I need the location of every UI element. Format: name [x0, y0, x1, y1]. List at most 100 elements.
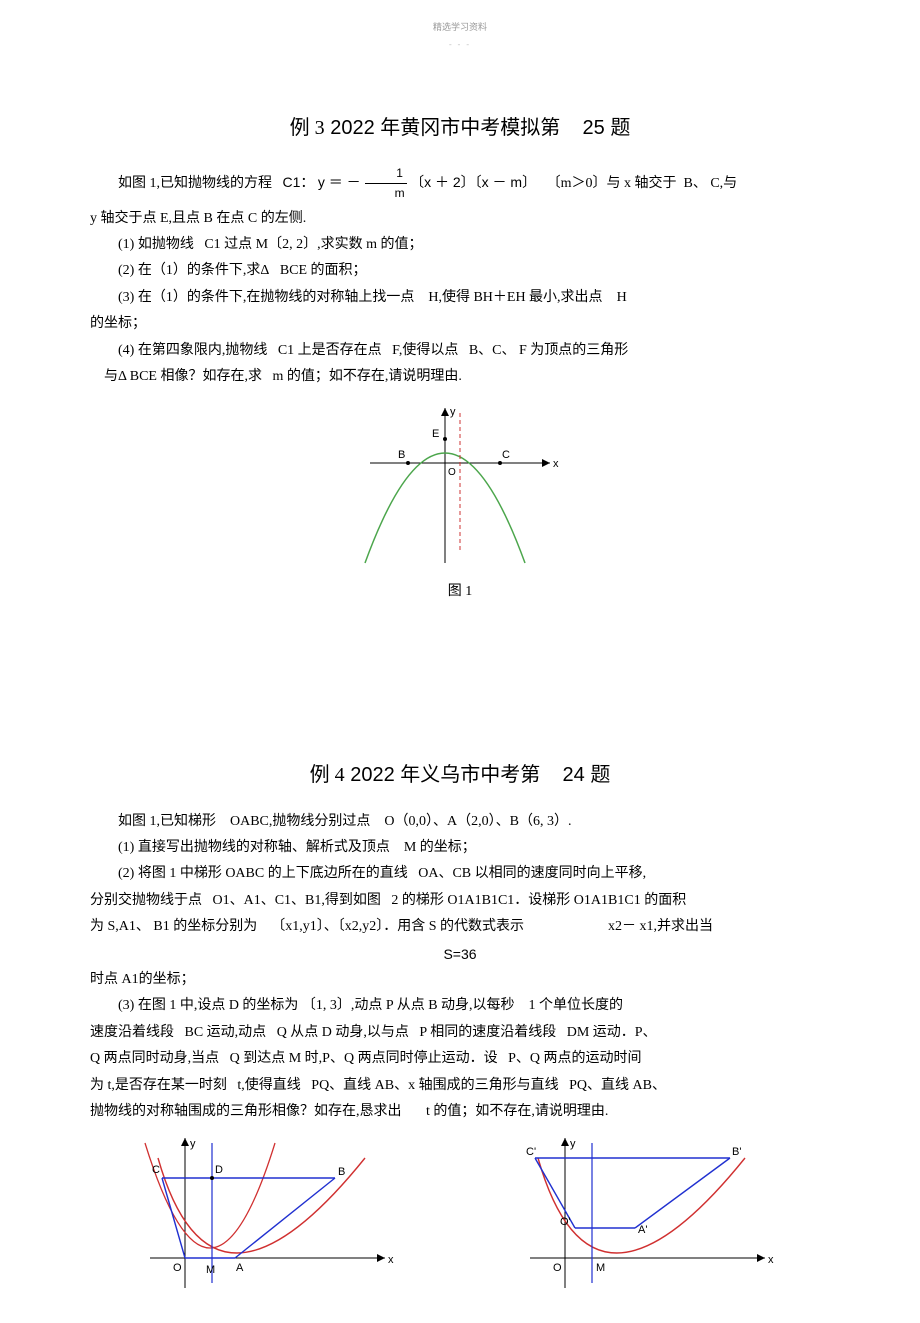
q2-b: BCE 的面积； — [280, 263, 367, 278]
q4-a: (4) 在第四象限内,抛物线 — [118, 343, 267, 358]
caption-text: 图 1 — [448, 584, 473, 599]
ex4-figures: C D B O M A x y C' B' O' A' O M x y — [90, 1133, 830, 1293]
ex3-q4: (4) 在第四象限内,抛物线 C1 上是否存在点 F,使得以点 B、C、 F 为… — [90, 340, 830, 362]
ex4-intro-b: OABC,抛物线分别过点 — [230, 814, 370, 829]
ex4-q3-l4: 为 t,是否存在某一时刻 t,使得直线 PQ、直线 AB、x 轴围成的三角形与直… — [90, 1075, 830, 1097]
label-Ap: A' — [638, 1224, 647, 1236]
ex4q3-a: (3) 在图 1 中,设点 D 的坐标为 〔1, 3〕,动点 P 从点 B 动身… — [118, 998, 515, 1013]
ex4-q1: (1) 直接写出抛物线的对称轴、解析式及顶点 M 的坐标； — [90, 837, 830, 859]
q1-b: C1 过点 M〔2, 2〕,求实数 m 的值； — [204, 237, 422, 252]
ex4q3l5-a: 抛物线的对称轴围成的三角形相像？如存在,恳求出 — [90, 1104, 402, 1119]
ex4-intro-c: O（0,0）、A（2,0）、B（6, 3）. — [384, 814, 571, 829]
ex4q2l2-b: O1、A1、C1、B1,得到如图 — [213, 893, 381, 908]
ex4-q3-l3: Q 两点同时动身,当点 Q 到达点 M 时,P、Q 两点同时停止运动．设 P、Q… — [90, 1048, 830, 1070]
ex4-q2-l4: 时点 A1的坐标； — [90, 969, 830, 991]
label-Op: O' — [560, 1216, 571, 1228]
ex4q3-b: 1 个单位长度的 — [529, 998, 624, 1013]
label-Cp: C' — [526, 1146, 536, 1158]
label-C: C — [152, 1164, 160, 1176]
ex4-q3-l2: 速度沿着线段 BC 运动,动点 Q 从点 D 动身,以与点 P 相同的速度沿着线… — [90, 1022, 830, 1044]
ex4q1-b: M 的坐标； — [404, 840, 476, 855]
q4-b: C1 上是否存在点 — [278, 343, 382, 358]
parabola-figure-1: E B C O x y — [350, 403, 570, 573]
title-year: 2022 — [330, 117, 375, 139]
label-x: x — [388, 1254, 394, 1266]
label-y: y — [190, 1138, 196, 1150]
q4l2-a: 与Δ BCE 相像？如存在,求 — [104, 369, 262, 384]
ex4q3l3-b: Q 到达点 M 时,P、Q 两点同时停止运动．设 — [230, 1051, 498, 1066]
q3-c: H — [617, 290, 627, 305]
q4-d: B、C、 F 为顶点的三角形 — [469, 343, 628, 358]
title4-num: 24 — [563, 764, 585, 786]
label-O: O — [173, 1262, 182, 1274]
ex3-q3-line2: 的坐标； — [90, 313, 830, 335]
ex3-q4-line2: 与Δ BCE 相像？如存在,求 m 的值；如不存在,请说明理由. — [90, 366, 830, 388]
q1-a: (1) 如抛物线 — [118, 237, 194, 252]
ex3-figure-caption: 图 1 — [90, 579, 830, 603]
ex4q3l4-b: t,使得直线 — [237, 1078, 300, 1093]
watermark-dots: - - - — [90, 39, 830, 52]
label-Oaxis: O — [553, 1262, 562, 1274]
ex4-q2: (2) 将图 1 中梯形 OABC 的上下底边所在的直线 OA、CB 以相同的速… — [90, 863, 830, 885]
label-C: C — [502, 449, 510, 461]
ex3-intro-line2: y 轴交于点 E,且点 B 在点 C 的左侧. — [90, 208, 830, 230]
label-x: x — [553, 458, 559, 470]
q4l2-b: m 的值；如不存在,请说明理由. — [272, 369, 461, 384]
label-E: E — [432, 428, 439, 440]
label-x: x — [768, 1254, 774, 1266]
ex3-q2: (2) 在（1）的条件下,求Δ BCE 的面积； — [90, 260, 830, 282]
ex4q1-a: (1) 直接写出抛物线的对称轴、解析式及顶点 — [118, 840, 390, 855]
ex3-intro-line1: 如图 1,已知抛物线的方程 C1： y ＝ － 1m 〔x ＋ 2〕〔x － m… — [90, 164, 830, 203]
label-Bp: B' — [732, 1146, 741, 1158]
frac-top: 1 — [365, 164, 407, 184]
label-B: B — [338, 1166, 345, 1178]
q4-c: F,使得以点 — [392, 343, 458, 358]
ex4q2-a: (2) 将图 1 中梯形 OABC 的上下底边所在的直线 — [118, 866, 408, 881]
ex4-q3: (3) 在图 1 中,设点 D 的坐标为 〔1, 3〕,动点 P 从点 B 动身… — [90, 995, 830, 1017]
example4-title: 例 4 2022 年义乌市中考第 24 题 — [90, 759, 830, 791]
intro-cond: 〔m＞0〕与 x 轴交于 — [547, 176, 677, 191]
intro-eq: y ＝ － — [318, 174, 365, 190]
label-y: y — [450, 406, 456, 418]
ex4q3l2-e: DM 运动．P、 — [567, 1025, 657, 1040]
frac-bot: m — [365, 184, 407, 203]
ex4q2l2-c: 2 的梯形 O1A1B1C1．设梯形 O1A1B1C1 的面积 — [391, 893, 686, 908]
ex4q3l2-c: Q 从点 D 动身,以与点 — [277, 1025, 409, 1040]
ex4q3l3-c: P、Q 两点的运动时间 — [508, 1051, 641, 1066]
ex4q3l5-b: t 的值；如不存在,请说明理由. — [426, 1104, 608, 1119]
title4-prefix: 例 4 — [310, 764, 345, 786]
label-M: M — [596, 1262, 605, 1274]
example3-title: 例 3 2022 年黄冈市中考模拟第 25 题 — [90, 112, 830, 144]
title-prefix: 例 3 — [290, 117, 325, 139]
ex4q2l2-a: 分别交抛物线于点 — [90, 893, 202, 908]
ex4q3l4-c: PQ、直线 AB、x 轴围成的三角形与直线 — [311, 1078, 558, 1093]
ex4q3l4-a: 为 t,是否存在某一时刻 — [90, 1078, 227, 1093]
intro-c1: C1： — [283, 174, 315, 190]
ex4q2l3-a: 为 S,A1、 B1 的坐标分别为 — [90, 919, 257, 934]
label-y: y — [570, 1138, 576, 1150]
watermark-text: 精选学习资料 — [90, 20, 830, 34]
label-A: A — [236, 1262, 244, 1274]
ex4q3l3-a: Q 两点同时动身,当点 — [90, 1051, 219, 1066]
title-suffix: 题 — [610, 117, 630, 139]
ex4q2l3-c: x2－ x1,并求出当 — [608, 919, 713, 934]
q3-b: H,使得 BH＋EH 最小,求出点 — [428, 290, 602, 305]
ex3-figure: E B C O x y 图 1 — [90, 403, 830, 603]
intro-eq2: 〔x ＋ 2〕〔x － m〕 — [410, 174, 536, 190]
intro-cond2: B、 C,与 — [683, 176, 737, 191]
title4-year: 2022 — [350, 764, 395, 786]
ex3-q3: (3) 在（1）的条件下,在抛物线的对称轴上找一点 H,使得 BH＋EH 最小,… — [90, 287, 830, 309]
ex4-s-eq: S=36 — [90, 943, 830, 965]
ex4q3l2-a: 速度沿着线段 — [90, 1025, 174, 1040]
title-text: 年黄冈市中考模拟第 — [380, 117, 560, 139]
ex4q3l2-b: BC 运动,动点 — [185, 1025, 267, 1040]
ex4-intro-a: 如图 1,已知梯形 — [118, 814, 216, 829]
trapezoid-figure-1: C D B O M A x y — [140, 1133, 400, 1293]
ex4-q2-l2: 分别交抛物线于点 O1、A1、C1、B1,得到如图 2 的梯形 O1A1B1C1… — [90, 890, 830, 912]
title4-text: 年义乌市中考第 — [400, 764, 540, 786]
label-M: M — [206, 1264, 215, 1276]
ex4q2-b: OA、CB 以相同的速度同时向上平移, — [418, 866, 646, 881]
ex4-q3-l5: 抛物线的对称轴围成的三角形相像？如存在,恳求出 t 的值；如不存在,请说明理由. — [90, 1101, 830, 1123]
title-num: 25 — [583, 117, 605, 139]
ex4-q2-l3: 为 S,A1、 B1 的坐标分别为 〔x1,y1〕、〔x2,y2〕．用含 S 的… — [90, 916, 830, 938]
